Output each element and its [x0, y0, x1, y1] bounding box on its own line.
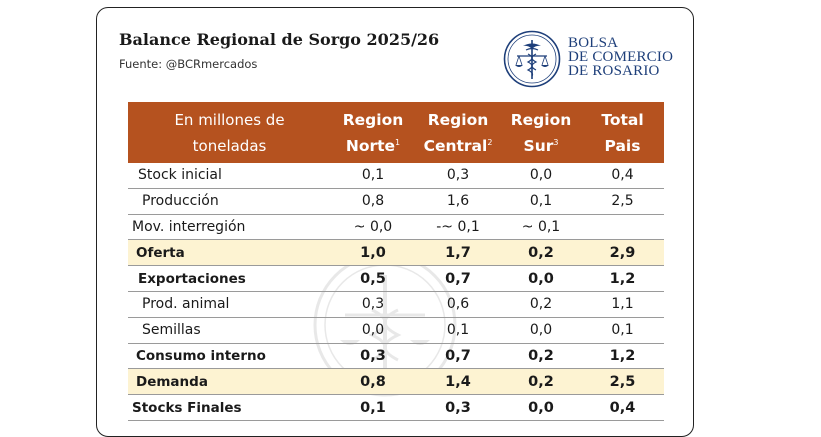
- cell-value: 0,1: [415, 317, 501, 344]
- cell-value: 0,2: [501, 368, 581, 396]
- row-label: Mov. interregión: [128, 214, 331, 241]
- table-header-row: En millones de toneladas Region Norte1 R…: [128, 102, 664, 163]
- column-header-total-pais: Total Pais: [581, 102, 664, 163]
- row-label: Oferta: [128, 239, 331, 267]
- cell-value: 0,1: [581, 317, 664, 344]
- column-header-region-norte: Region Norte1: [331, 102, 415, 163]
- cell-value: 0,2: [501, 239, 581, 267]
- row-label: Stocks Finales: [128, 394, 331, 421]
- table-row-stock-inicial: Stock inicial 0,1 0,3 0,0 0,4: [128, 163, 664, 189]
- table-row-consumo-interno: Consumo interno 0,3 0,7 0,2 1,2: [128, 343, 664, 370]
- source-note: Fuente: @BCRmercados: [119, 57, 258, 71]
- table-row-exportaciones: Exportaciones 0,5 0,7 0,0 1,2: [128, 265, 664, 292]
- cell-value: 1,7: [415, 239, 501, 267]
- cell-value: 0,3: [331, 291, 415, 318]
- row-label: Producción: [128, 188, 331, 215]
- table-row-produccion: Producción 0,8 1,6 0,1 2,5: [128, 188, 664, 215]
- cell-value: 0,2: [501, 343, 581, 370]
- row-label: Demanda: [128, 368, 331, 396]
- cell-value: 0,3: [331, 343, 415, 370]
- units-header: En millones de toneladas: [128, 102, 331, 163]
- cell-value: 0,1: [501, 188, 581, 215]
- table-row-demanda: Demanda 0,8 1,4 0,2 2,5: [128, 368, 664, 396]
- table-row-semillas: Semillas 0,0 0,1 0,0 0,1: [128, 317, 664, 344]
- cell-value: 0,8: [331, 368, 415, 396]
- table-row-oferta: Oferta 1,0 1,7 0,2 2,9: [128, 239, 664, 267]
- cell-value: 0,0: [501, 394, 581, 421]
- cell-value: 2,5: [581, 188, 664, 215]
- organization-name: BOLSA DE COMERCIO DE ROSARIO: [568, 35, 674, 79]
- cell-value: 1,0: [331, 239, 415, 267]
- cell-value: 0,7: [415, 343, 501, 370]
- cell-value: 0,4: [581, 163, 664, 189]
- cell-value: 0,5: [331, 265, 415, 292]
- cell-value: ~ 0,0: [331, 214, 415, 241]
- cell-value: 0,8: [331, 188, 415, 215]
- cell-value: 0,0: [501, 265, 581, 292]
- page-title: Balance Regional de Sorgo 2025/26: [119, 30, 440, 49]
- cell-value: 1,2: [581, 343, 664, 370]
- cell-value: 0,3: [415, 394, 501, 421]
- footnote-marker: 1: [395, 137, 401, 147]
- cell-value: 0,4: [581, 394, 664, 421]
- cell-value: 0,1: [331, 394, 415, 421]
- cell-value: 0,0: [501, 317, 581, 344]
- cell-value: -~ 0,1: [415, 214, 501, 241]
- row-label: Semillas: [128, 317, 331, 344]
- cell-value: 0,2: [501, 291, 581, 318]
- cell-value: ~ 0,1: [501, 214, 581, 241]
- cell-value: 0,0: [331, 317, 415, 344]
- cell-value: 0,6: [415, 291, 501, 318]
- cell-value: 1,6: [415, 188, 501, 215]
- cell-value: 1,1: [581, 291, 664, 318]
- cell-value: [581, 214, 664, 241]
- footnote-marker: 2: [487, 137, 493, 147]
- cell-value: 2,9: [581, 239, 664, 267]
- cell-value: 2,5: [581, 368, 664, 396]
- balance-table-container: En millones de toneladas Region Norte1 R…: [128, 102, 664, 421]
- column-header-region-sur: Region Sur3: [501, 102, 581, 163]
- footnote-marker: 3: [553, 137, 559, 147]
- table-row-prod-animal: Prod. animal 0,3 0,6 0,2 1,1: [128, 291, 664, 318]
- table-row-stocks-finales: Stocks Finales 0,1 0,3 0,0 0,4: [128, 394, 664, 421]
- bcr-emblem-icon: [503, 30, 561, 88]
- cell-value: 1,4: [415, 368, 501, 396]
- cell-value: 0,7: [415, 265, 501, 292]
- row-label: Prod. animal: [128, 291, 331, 318]
- cell-value: 0,0: [501, 163, 581, 189]
- balance-table: En millones de toneladas Region Norte1 R…: [128, 102, 664, 421]
- column-header-region-central: Region Central2: [415, 102, 501, 163]
- row-label: Stock inicial: [128, 163, 331, 189]
- cell-value: 1,2: [581, 265, 664, 292]
- cell-value: 0,3: [415, 163, 501, 189]
- table-row-mov-interregion: Mov. interregión ~ 0,0 -~ 0,1 ~ 0,1: [128, 214, 664, 241]
- row-label: Exportaciones: [128, 265, 331, 292]
- row-label: Consumo interno: [128, 343, 331, 370]
- cell-value: 0,1: [331, 163, 415, 189]
